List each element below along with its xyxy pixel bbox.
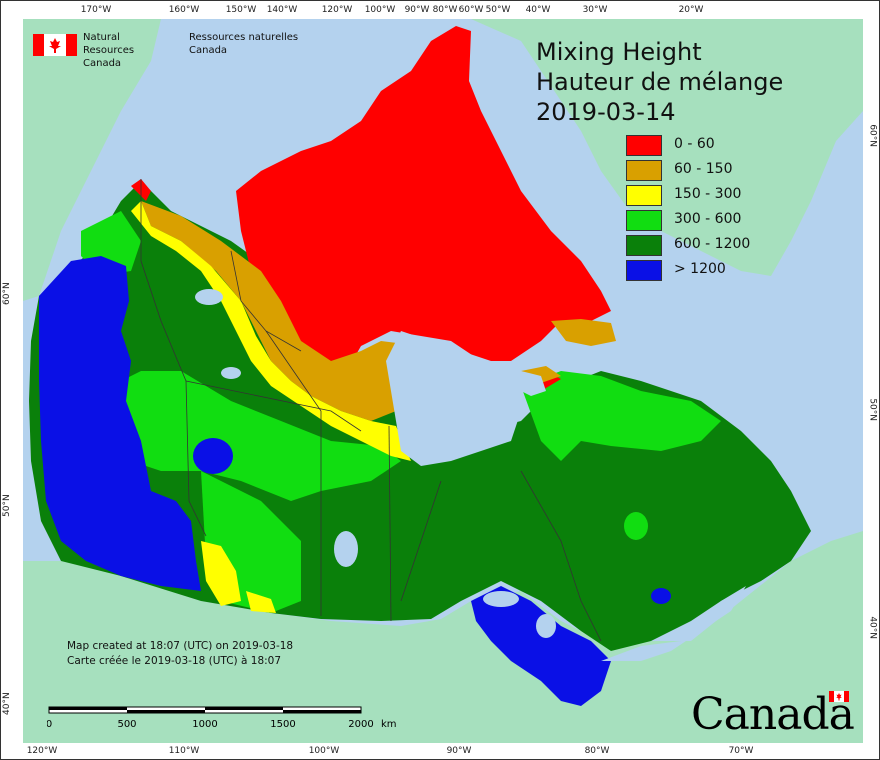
scale-label: 0 xyxy=(47,719,52,730)
legend-swatch xyxy=(626,185,662,206)
legend-label: 0 - 60 xyxy=(674,136,715,152)
hudson-bay xyxy=(386,331,521,466)
lon-label-bottom: 70°W xyxy=(728,746,754,756)
agency-name-en: Natural Resources Canada xyxy=(83,31,163,70)
hudson-strait xyxy=(501,371,546,396)
title-en: Mixing Height xyxy=(536,38,702,66)
lon-label-top: 20°W xyxy=(678,5,704,15)
legend-label: > 1200 xyxy=(674,261,726,277)
lon-label-bottom: 80°W xyxy=(584,746,610,756)
st-lawrence xyxy=(601,586,746,661)
lake-superior xyxy=(483,591,519,607)
agency-name-fr: Ressources naturelles Canada xyxy=(189,31,309,57)
wordmark-text: Canada xyxy=(691,689,855,740)
lon-label-bottom: 90°W xyxy=(446,746,472,756)
central-zone-60-150 xyxy=(141,201,441,421)
lon-label-top: 30°W xyxy=(582,5,608,15)
agency-en-line2: Canada xyxy=(83,58,122,69)
legend-label: 600 - 1200 xyxy=(674,236,751,252)
south-sask-150-300 xyxy=(246,591,276,613)
quebec-zone-300-600 xyxy=(521,371,721,461)
lake-huron xyxy=(536,614,556,638)
legend-label: 150 - 300 xyxy=(674,186,742,202)
lon-label-bottom: 110°W xyxy=(168,746,200,756)
provincial-borders xyxy=(140,179,602,642)
baffin-zone-60-150 xyxy=(551,319,616,346)
prairie-zone-300-600 xyxy=(101,371,401,501)
canada-wordmark: Canada xyxy=(691,689,855,740)
mixing-height-map xyxy=(23,19,863,743)
lon-label-top: 170°W xyxy=(80,5,112,15)
lon-label-bottom: 100°W xyxy=(308,746,340,756)
lon-label-top: 100°W xyxy=(364,5,396,15)
alaska-landmass xyxy=(23,19,161,301)
quebec-patch xyxy=(624,512,648,540)
lon-label-top: 90°W xyxy=(404,5,430,15)
lat-label-right: 40°N xyxy=(868,616,878,639)
map-credit: Map created at 18:07 (UTC) on 2019-03-18… xyxy=(67,639,293,669)
lake-winnipeg xyxy=(334,531,358,567)
scale-label: 1500 xyxy=(270,719,295,730)
scale-label: 1000 xyxy=(192,719,217,730)
agency-en-line1: Natural Resources xyxy=(83,32,135,56)
lon-label-top: 120°W xyxy=(321,5,353,15)
canada-flag-icon xyxy=(33,34,77,56)
legend-label: 300 - 600 xyxy=(674,211,742,227)
lat-label-left: 40°N xyxy=(2,692,12,715)
lon-label-top: 60°W xyxy=(458,5,484,15)
title-date: 2019-03-14 xyxy=(536,98,676,126)
legend-label: 60 - 150 xyxy=(674,161,733,177)
agency-fr-line2: Canada xyxy=(189,45,228,56)
legend-swatch xyxy=(626,160,662,181)
arctic-zone-0-60 xyxy=(236,26,611,381)
scale-label: 2000 xyxy=(348,719,373,730)
great-slave-lake xyxy=(221,367,241,379)
legend-swatch xyxy=(626,210,662,231)
transition-zone-150-300 xyxy=(131,201,411,461)
lake-zone-over-1200 xyxy=(193,438,233,474)
scale-unit: km xyxy=(381,719,397,730)
greenland-landmass xyxy=(471,19,863,276)
lon-label-top: 140°W xyxy=(266,5,298,15)
great-bear-lake xyxy=(195,289,223,305)
usa-landmass xyxy=(23,531,863,743)
map-title: Mixing Height Hauteur de mélange 2019-03… xyxy=(536,37,783,127)
credit-fr: Carte créée le 2019-03-18 (UTC) à 18:07 xyxy=(67,655,282,667)
lon-label-top: 40°W xyxy=(525,5,551,15)
labrador-zone-60-150 xyxy=(521,366,561,383)
scale-label: 500 xyxy=(117,719,136,730)
lat-label-right: 50°N xyxy=(868,398,878,421)
lon-label-top: 150°W xyxy=(225,5,257,15)
lon-label-top: 50°W xyxy=(485,5,511,15)
wordmark-flag-icon xyxy=(829,691,849,702)
agency-fr-line1: Ressources naturelles xyxy=(189,32,299,43)
credit-en: Map created at 18:07 (UTC) on 2019-03-18 xyxy=(67,640,294,652)
title-fr: Hauteur de mélange xyxy=(536,68,784,96)
ontario-zone-over-1200 xyxy=(471,586,611,706)
lon-label-bottom: 120°W xyxy=(26,746,58,756)
lat-label-right: 60°N xyxy=(868,124,878,147)
maritime-patch-over-1200 xyxy=(651,588,671,604)
south-alberta-150-300 xyxy=(201,541,241,606)
legend-swatch xyxy=(626,235,662,256)
map-canvas[interactable] xyxy=(23,19,863,743)
scale-bar: 0 500 1000 1500 2000 km xyxy=(47,706,397,730)
lon-label-top: 80°W xyxy=(432,5,458,15)
legend-swatch xyxy=(626,260,662,281)
legend-swatch xyxy=(626,135,662,156)
bc-zone-over-1200 xyxy=(39,256,201,591)
lon-label-top: 160°W xyxy=(168,5,200,15)
lat-label-left: 60°N xyxy=(2,282,12,305)
lat-label-left: 50°N xyxy=(2,494,12,517)
